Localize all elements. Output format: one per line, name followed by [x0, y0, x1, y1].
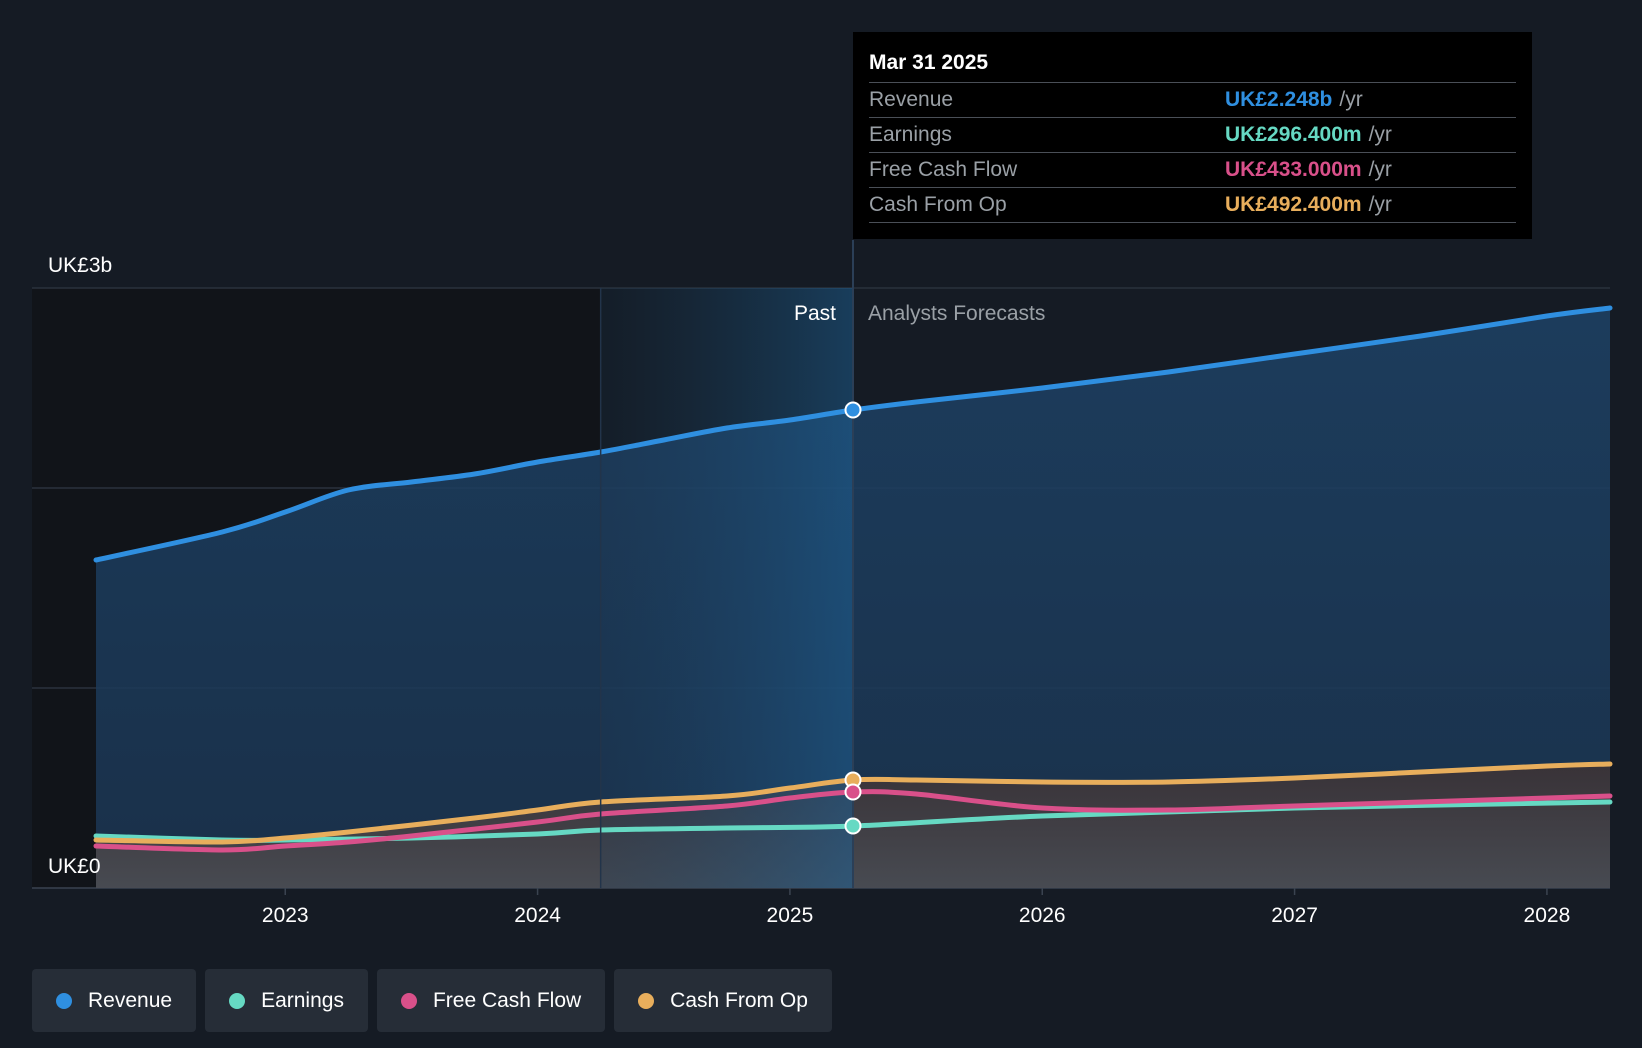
tooltip-value: UK£296.400m [1225, 123, 1362, 146]
marker-earnings [844, 817, 862, 835]
marker-free-cash-flow [844, 783, 862, 801]
legend-dot-icon [229, 992, 246, 1009]
legend-item-free-cash-flow[interactable]: Free Cash Flow [376, 969, 606, 1032]
tooltip-unit: /yr [1368, 123, 1392, 146]
tooltip-row: Revenue UK£2.248b /yr [869, 82, 1516, 117]
tooltip: Mar 31 2025 Revenue UK£2.248b /yr Earnin… [853, 32, 1532, 239]
tooltip-value: UK£492.400m [1225, 193, 1362, 216]
x-tick-label: 2026 [1019, 904, 1066, 927]
legend-item-earnings[interactable]: Earnings [205, 969, 368, 1032]
tooltip-row: Cash From Op UK£492.400m /yr [869, 187, 1516, 223]
legend-label: Revenue [88, 988, 173, 1012]
x-tick-label: 2023 [262, 904, 309, 927]
x-tick-label: 2027 [1271, 904, 1318, 927]
legend-label: Cash From Op [670, 988, 808, 1012]
legend-dot-icon [638, 992, 655, 1009]
tooltip-label: Earnings [869, 123, 952, 146]
chart-area: UK£3b UK£0 Past Analysts Forecasts 2023 2… [32, 240, 1613, 927]
tooltip-label: Revenue [869, 88, 954, 111]
x-axis: 2023 2024 2025 2026 2027 2028 [262, 888, 1570, 927]
tooltip-unit: /yr [1368, 158, 1392, 181]
legend-label: Earnings [261, 988, 344, 1012]
legend-dot-icon [56, 992, 72, 1009]
hover-markers [844, 401, 862, 835]
legend-item-revenue[interactable]: Revenue [32, 969, 197, 1032]
tooltip-unit: /yr [1339, 88, 1363, 111]
series-lines [93, 305, 1613, 853]
past-highlight-band [600, 288, 853, 888]
x-tick-label: 2025 [767, 904, 814, 927]
past-label: Past [794, 302, 836, 325]
tooltip-label: Cash From Op [869, 193, 1007, 216]
y-axis-bottom-label: UK£0 [48, 855, 101, 878]
legend-item-cash-from-op[interactable]: Cash From Op [614, 969, 832, 1032]
legend-dot-icon [400, 992, 417, 1009]
legend: Revenue Earnings Free Cash Flow Cash Fro… [32, 969, 832, 1032]
x-tick-label: 2028 [1524, 904, 1571, 927]
series-line-free-cash-flow [93, 789, 1613, 853]
tooltip-date: Mar 31 2025 [869, 51, 989, 74]
legend-label: Free Cash Flow [432, 988, 582, 1012]
marker-revenue [844, 401, 862, 419]
series-line-revenue [93, 305, 1613, 563]
tooltip-value: UK£2.248b [1225, 88, 1333, 111]
tooltip-row: Earnings UK£296.400m /yr [869, 117, 1516, 152]
y-axis-top-label: UK£3b [48, 254, 112, 277]
tooltip-unit: /yr [1368, 193, 1392, 216]
tooltip-value: UK£433.000m [1225, 158, 1362, 181]
series-line-cash-from-op [93, 761, 1613, 845]
tooltip-row: Free Cash Flow UK£433.000m /yr [869, 152, 1516, 187]
tooltip-label: Free Cash Flow [869, 158, 1018, 181]
forecast-label: Analysts Forecasts [868, 302, 1045, 325]
x-tick-label: 2024 [514, 904, 561, 927]
